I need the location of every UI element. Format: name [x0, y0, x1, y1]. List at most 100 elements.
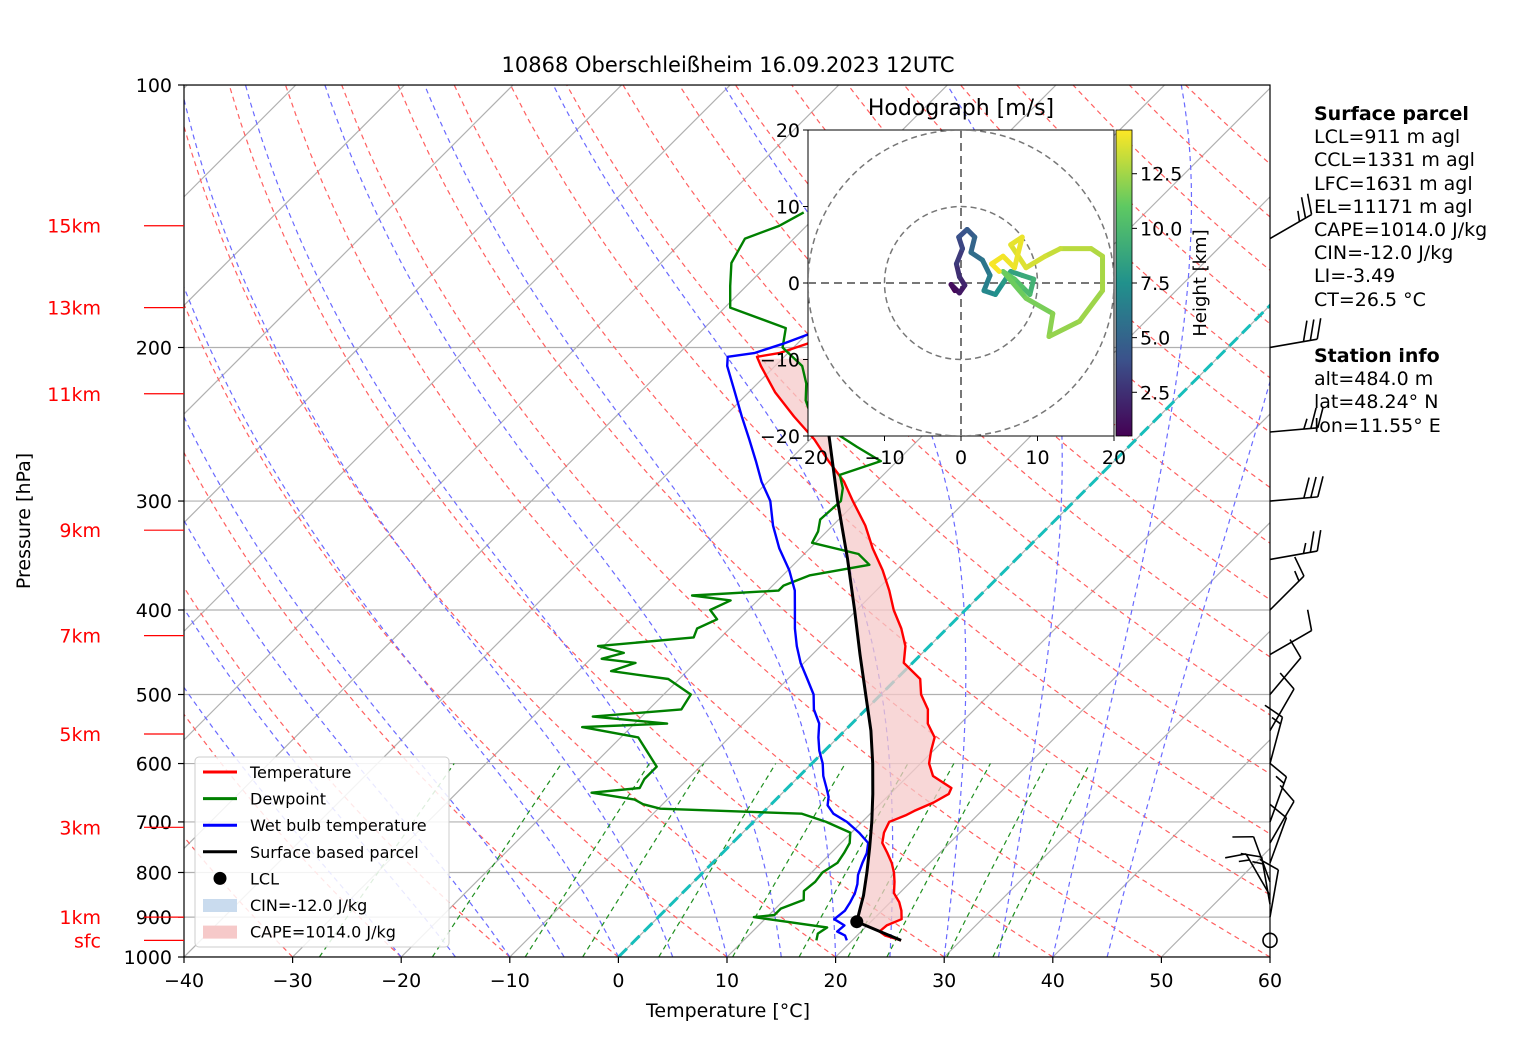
legend: Temperature Dewpoint Wet bulb temperature S…: [194, 756, 450, 948]
mixing-ratio-line: [431, 763, 562, 957]
hodograph-segment: [981, 272, 993, 294]
height-label: 1km: [59, 907, 101, 929]
hodograph-segment: [1023, 295, 1056, 317]
info-line: CCL=1331 m agl: [1314, 149, 1475, 172]
dry-adiabat: [184, 302, 728, 957]
isotherm-line: [184, 85, 840, 741]
info-line: lat=48.24° N: [1314, 391, 1439, 414]
mixing-ratio-line: [658, 763, 777, 957]
dry-adiabat: [397, 85, 1270, 957]
colorbar-tick-label: 2.5: [1140, 382, 1170, 404]
x-tick-label: −30: [273, 970, 313, 992]
station-info-header: Station info: [1314, 345, 1440, 367]
info-line: lon=11.55° E: [1314, 414, 1441, 437]
moist-adiabat: [244, 85, 728, 957]
temperature-line: [755, 216, 1041, 942]
moist-adiabat: [1052, 85, 1193, 957]
colorbar-tick-label: 10.0: [1140, 218, 1182, 240]
wind-barb: [1240, 852, 1271, 905]
dry-adiabat: [284, 85, 1054, 957]
hodograph-x-tick-label: 10: [1025, 447, 1049, 469]
info-line: LI=-3.49: [1314, 265, 1396, 288]
height-label: 13km: [47, 298, 101, 320]
y-tick-label: 600: [136, 754, 172, 776]
isotherm-line: [1052, 738, 1270, 957]
isotherm-line: [184, 85, 514, 415]
legend-label: Dewpoint: [250, 790, 326, 809]
height-label: 3km: [59, 817, 101, 839]
height-label: 11km: [47, 384, 101, 406]
colorbar-ticks: 2.5 5.0 7.5 10.0 12.5: [1132, 164, 1182, 404]
y-tick-label: 300: [136, 491, 172, 513]
info-line: alt=484.0 m: [1314, 368, 1434, 391]
wind-barb: [1269, 784, 1295, 844]
wind-barb: [1269, 762, 1288, 823]
moist-adiabat: [184, 519, 511, 957]
calm-wind-marker: [1262, 932, 1278, 949]
legend-label: Temperature: [249, 763, 351, 782]
moist-adiabat: [1106, 379, 1270, 957]
info-line: LFC=1631 m agl: [1314, 172, 1473, 195]
y-tick-label: 700: [136, 812, 172, 834]
hodograph-segment: [1023, 253, 1048, 271]
info-line: CIN=-12.0 J/kg: [1314, 242, 1454, 265]
wind-barb: [1269, 556, 1305, 611]
moist-adiabat: [184, 96, 674, 957]
moist-adiabat: [184, 285, 619, 957]
hodograph-segment: [968, 234, 978, 255]
legend-item: CIN=-12.0 J/kg: [203, 896, 367, 915]
mixing-ratio-line: [992, 763, 1091, 957]
x-tick-label: −40: [164, 970, 204, 992]
isotherm-line: [184, 85, 731, 633]
isotherm-line: [943, 630, 1270, 957]
hodograph-x-tick-label: 0: [955, 447, 967, 469]
moist-adiabat: [184, 607, 456, 957]
moist-adiabat: [946, 85, 1063, 957]
y-tick-label: 800: [136, 862, 172, 884]
wind-barb: [1269, 609, 1313, 656]
hodograph-y-tick-label: 10: [776, 197, 800, 219]
dry-adiabat: [228, 85, 945, 957]
hodograph-x-tick-label: 20: [1102, 447, 1126, 469]
hodograph-y-tick-label: 20: [776, 120, 800, 142]
colorbar-label: Height [km]: [1190, 229, 1211, 336]
hodograph-segment: [953, 246, 966, 267]
info-line: LCL=911 m agl: [1314, 126, 1461, 149]
legend-item: Wet bulb temperature: [203, 816, 427, 835]
legend-item: Dewpoint: [203, 790, 326, 809]
x-tick-label: −20: [381, 970, 421, 992]
x-tick-label: 30: [932, 970, 956, 992]
dry-adiabat: [184, 713, 402, 957]
mixing-ratio-line: [886, 763, 991, 957]
hodograph-y-tick-label: −20: [760, 426, 800, 448]
hodograph: −20−20 −10 −10 0 0 10 10 20 20: [760, 120, 1126, 469]
wind-barb: [1269, 530, 1322, 561]
legend-label: Surface based parcel: [250, 843, 419, 862]
x-tick-label: 40: [1041, 970, 1065, 992]
dry-adiabat: [341, 85, 1162, 957]
hodograph-segment: [1000, 269, 1029, 301]
legend-label: CAPE=1014.0 J/kg: [250, 923, 396, 942]
mixing-ratio-line: [732, 763, 846, 957]
height-label: 15km: [47, 216, 101, 238]
hodograph-segment: [1012, 234, 1025, 271]
x-tick-label: 50: [1149, 970, 1173, 992]
legend-item: CAPE=1014.0 J/kg: [203, 923, 396, 942]
mixing-ratio-line: [798, 763, 909, 957]
colorbar-tick-label: 5.0: [1140, 328, 1170, 350]
wind-barb: [1269, 193, 1313, 240]
moist-adiabat: [324, 85, 782, 957]
hodograph-x-tick-label: −10: [864, 447, 904, 469]
legend-item: Temperature: [203, 763, 351, 782]
hodograph-segment: [1046, 318, 1083, 340]
y-tick-label: 1000: [124, 947, 172, 969]
legend-label: LCL: [250, 869, 279, 888]
wind-barb: [1269, 318, 1322, 349]
mixing-ratio-line: [524, 763, 650, 957]
dry-adiabat: [453, 85, 1270, 896]
wind-barb: [1232, 835, 1271, 883]
isotherm-line: [509, 195, 1270, 957]
hodograph-segment: [979, 257, 993, 278]
surface-parcel-header: Surface parcel: [1314, 103, 1469, 125]
